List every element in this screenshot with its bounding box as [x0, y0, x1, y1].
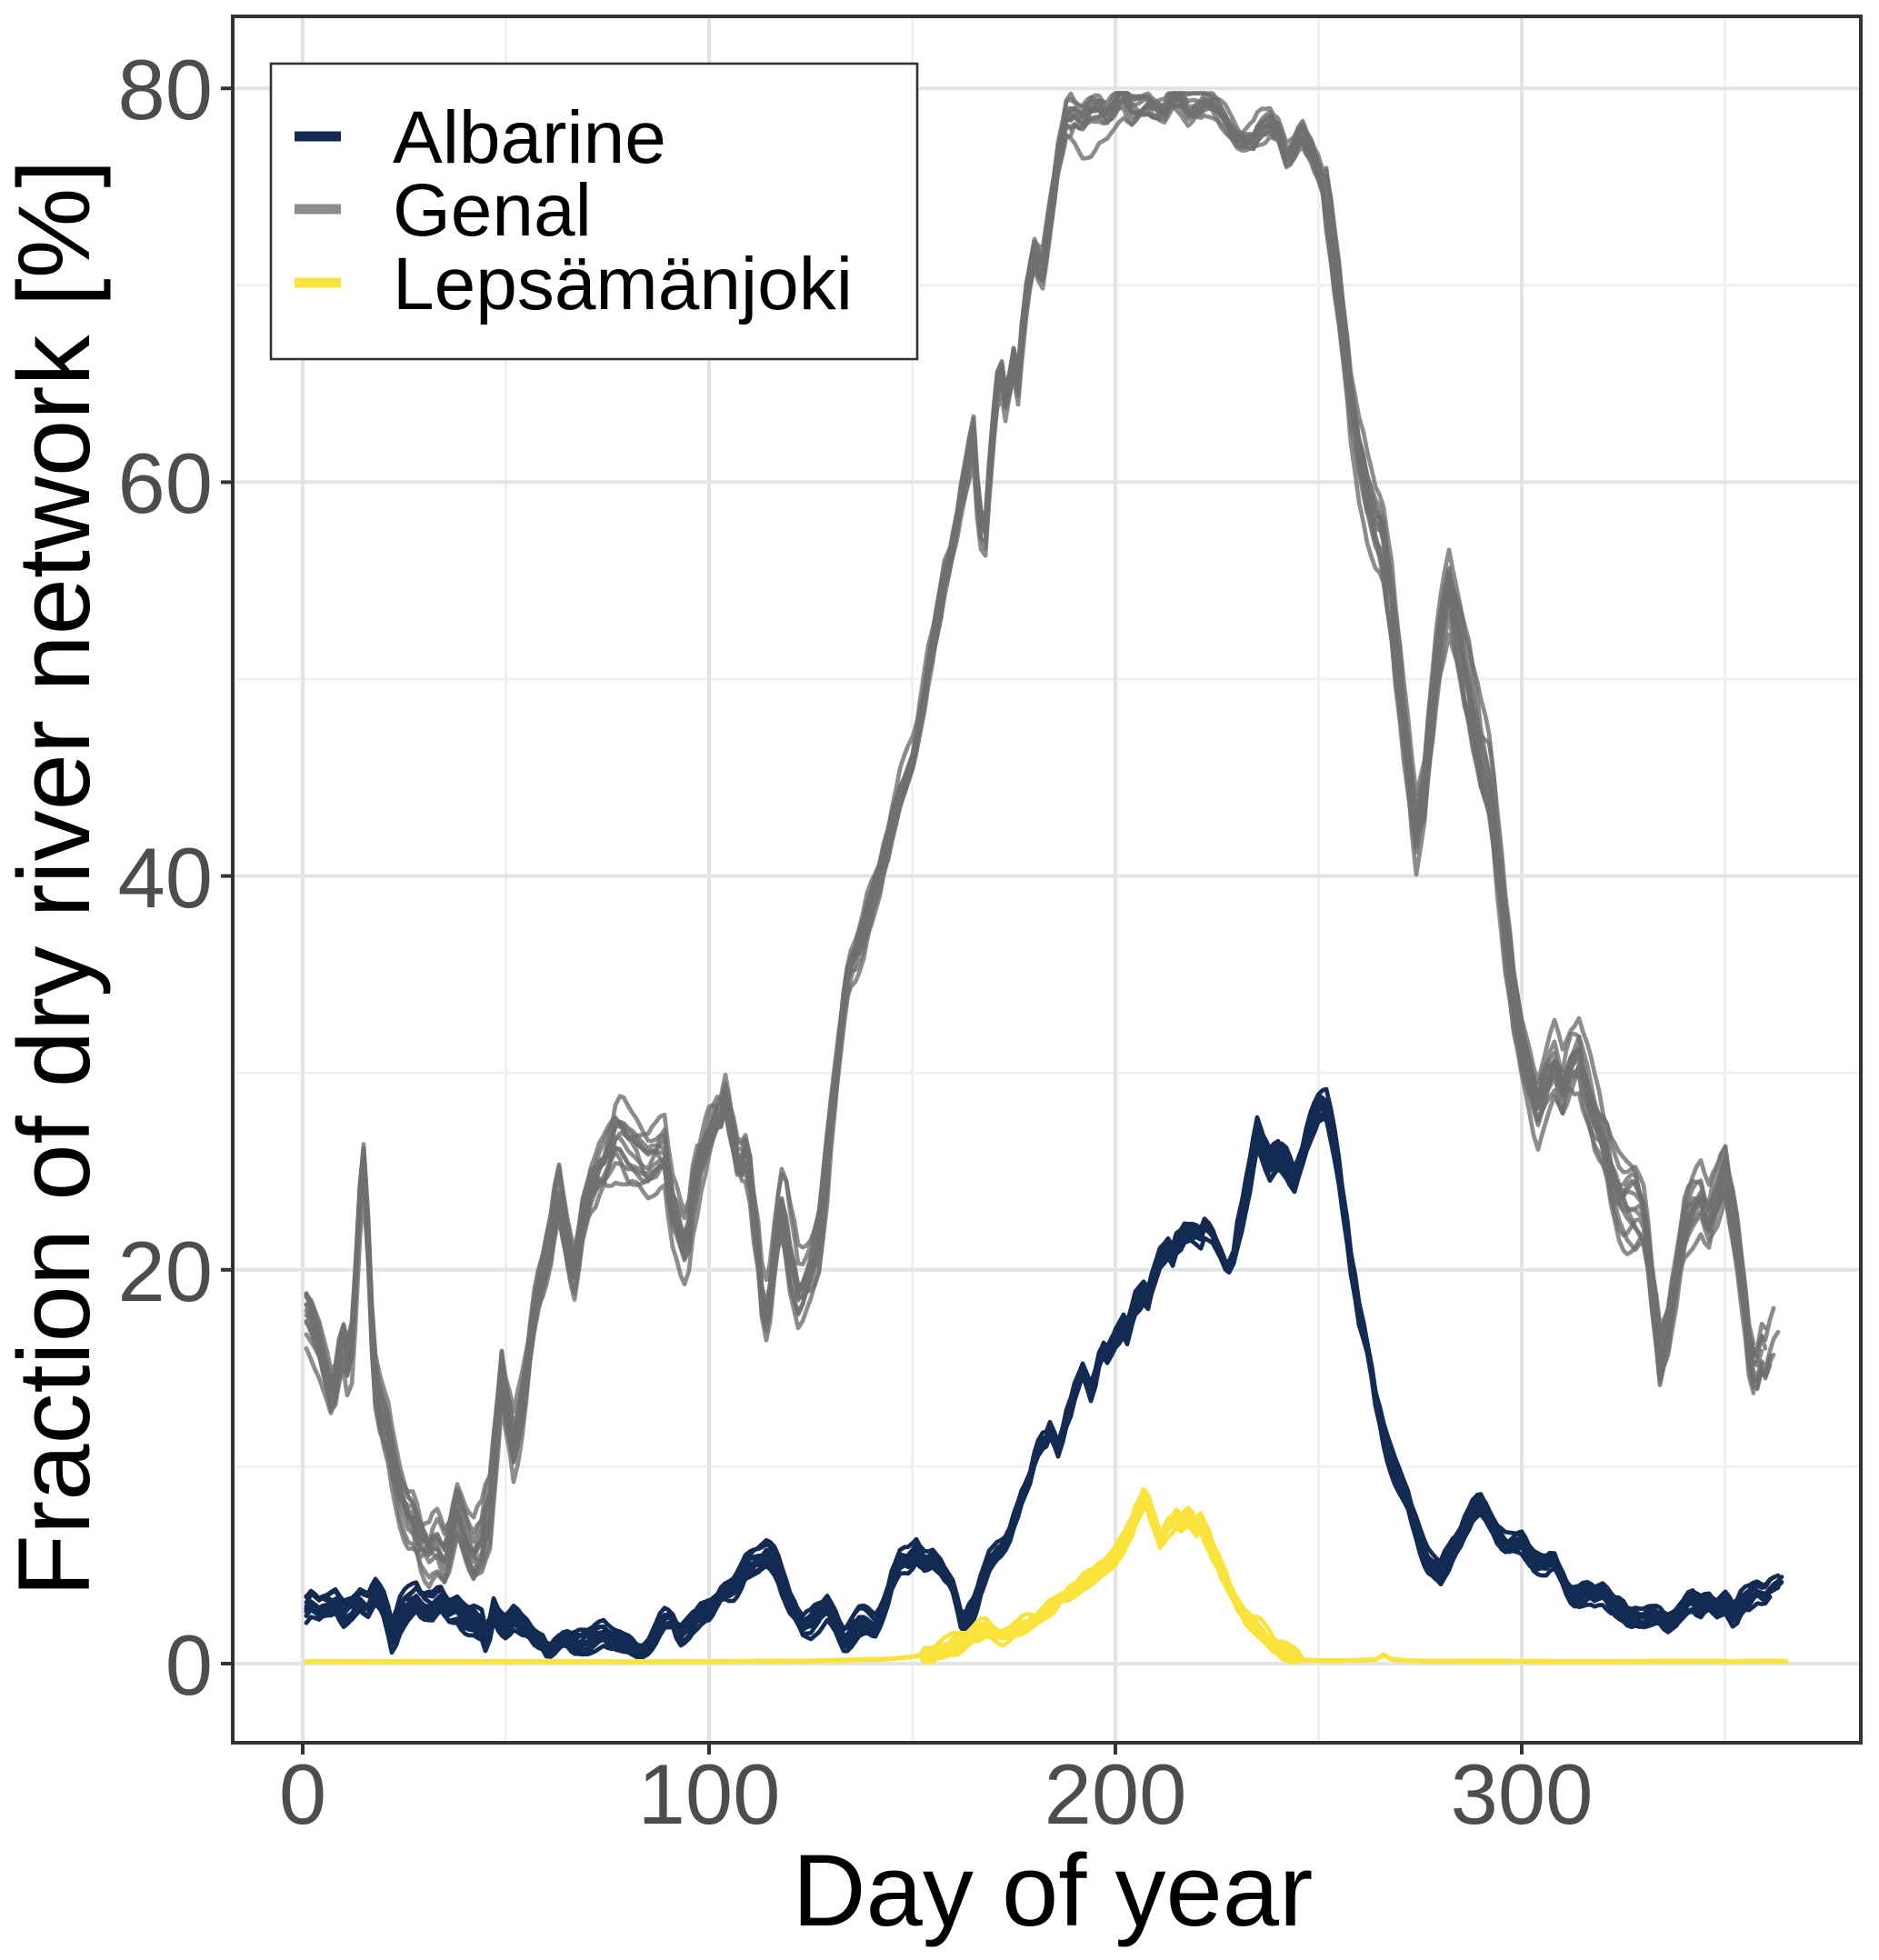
svg-text:Fraction of dry river network: Fraction of dry river network [%]	[0, 160, 111, 1597]
svg-text:20: 20	[117, 1224, 213, 1319]
svg-text:Albarine: Albarine	[393, 96, 666, 179]
svg-text:40: 40	[117, 830, 213, 925]
svg-text:80: 80	[117, 42, 213, 137]
svg-text:60: 60	[117, 435, 213, 531]
svg-text:0: 0	[165, 1617, 213, 1713]
svg-text:Genal: Genal	[393, 169, 592, 252]
svg-text:Lepsämänjoki: Lepsämänjoki	[393, 243, 853, 325]
svg-text:200: 200	[1044, 1746, 1187, 1842]
svg-text:100: 100	[638, 1746, 781, 1842]
svg-text:0: 0	[279, 1746, 326, 1842]
svg-text:Day of year: Day of year	[793, 1834, 1314, 1947]
svg-text:300: 300	[1451, 1746, 1594, 1842]
